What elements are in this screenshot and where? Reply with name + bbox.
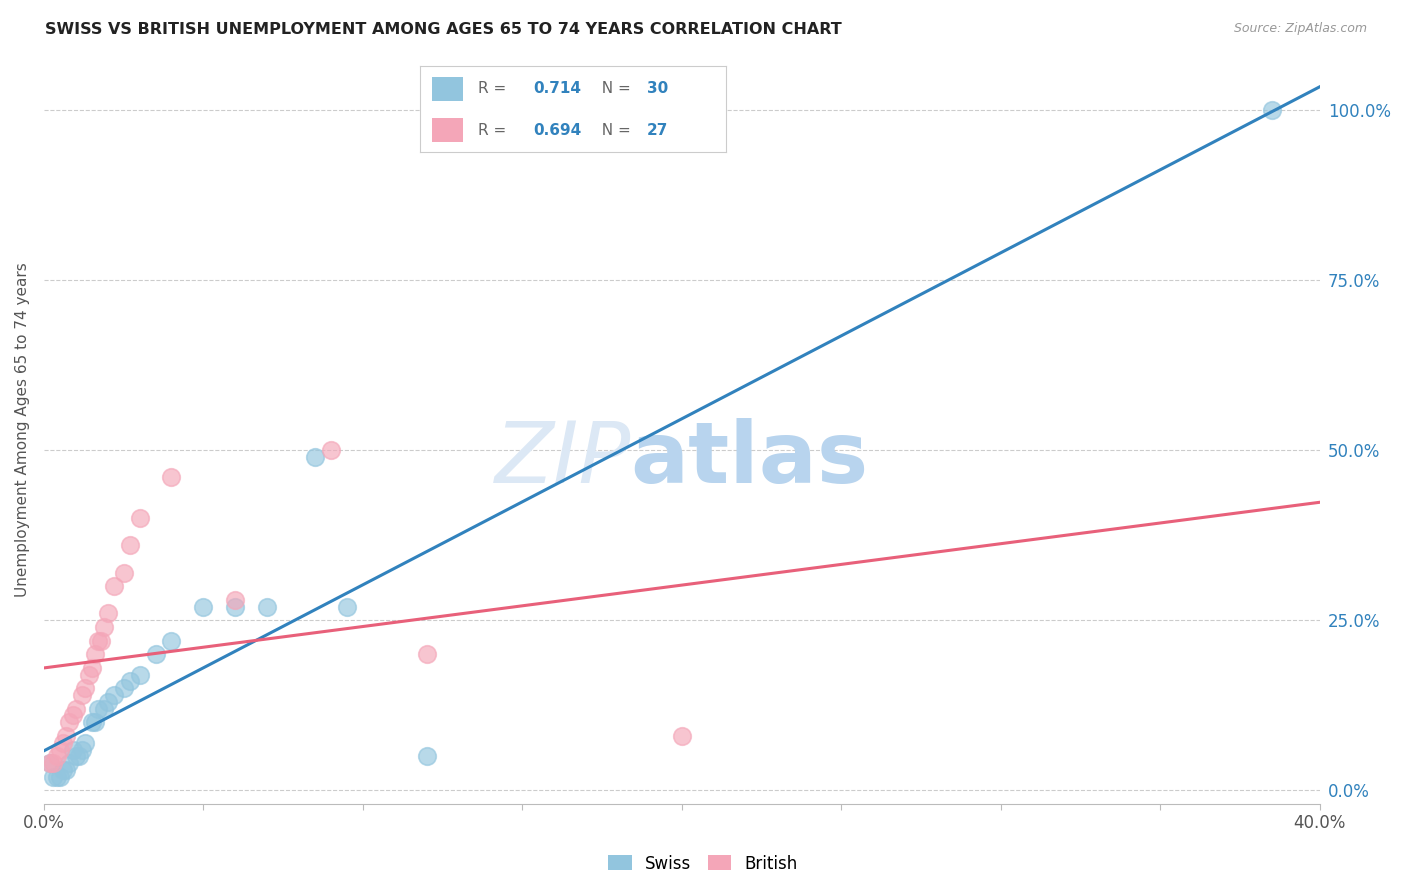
Point (671, 729, 693, 743)
Point (103, 688, 125, 702)
Text: SWISS VS BRITISH UNEMPLOYMENT AMONG AGES 65 TO 74 YEARS CORRELATION CHART: SWISS VS BRITISH UNEMPLOYMENT AMONG AGES… (45, 22, 842, 37)
Point (145, 647, 167, 661)
Point (39, 756, 62, 771)
Point (112, 681, 135, 696)
Point (67, 749, 90, 764)
Point (58, 756, 80, 771)
Point (75, 681, 97, 696)
Text: Source: ZipAtlas.com: Source: ZipAtlas.com (1233, 22, 1367, 36)
Point (160, 470, 183, 484)
Point (42, 756, 65, 771)
Point (80, 715, 103, 730)
Point (90, 633, 112, 648)
Point (87, 633, 110, 648)
Point (39, 756, 62, 771)
Point (62, 742, 84, 756)
Point (128, 667, 150, 681)
Point (193, 599, 215, 614)
Point (75, 736, 97, 750)
Point (84, 715, 107, 730)
Point (224, 592, 246, 607)
Point (65, 749, 87, 764)
Point (97, 607, 120, 621)
Text: atlas: atlas (631, 418, 869, 501)
Point (1261, 103, 1284, 117)
Point (65, 701, 87, 715)
Point (118, 538, 141, 552)
Point (93, 620, 115, 634)
Point (256, 599, 278, 614)
Point (77, 667, 100, 681)
Point (97, 695, 120, 709)
Point (58, 715, 80, 730)
Point (52, 763, 75, 777)
Point (84, 647, 107, 661)
Point (55, 763, 77, 777)
Point (118, 674, 141, 689)
Text: ZIP: ZIP (495, 418, 631, 501)
Point (103, 579, 125, 593)
Point (415, 749, 437, 764)
Point (415, 647, 437, 661)
Point (45, 770, 67, 784)
Point (70, 688, 93, 702)
Point (336, 599, 359, 614)
Point (42, 770, 65, 784)
Point (160, 633, 183, 648)
Point (52, 736, 75, 750)
Point (304, 450, 326, 464)
Legend: Swiss, British: Swiss, British (602, 848, 804, 880)
Point (93, 701, 115, 715)
Point (319, 442, 342, 457)
Point (70, 742, 93, 756)
Point (49, 770, 72, 784)
Point (49, 742, 72, 756)
Y-axis label: Unemployment Among Ages 65 to 74 years: Unemployment Among Ages 65 to 74 years (15, 262, 30, 597)
Point (45, 749, 67, 764)
Point (87, 701, 110, 715)
Point (62, 708, 84, 723)
Point (224, 599, 246, 614)
Point (112, 566, 135, 580)
Point (55, 729, 77, 743)
Point (80, 661, 103, 675)
Point (128, 511, 150, 525)
